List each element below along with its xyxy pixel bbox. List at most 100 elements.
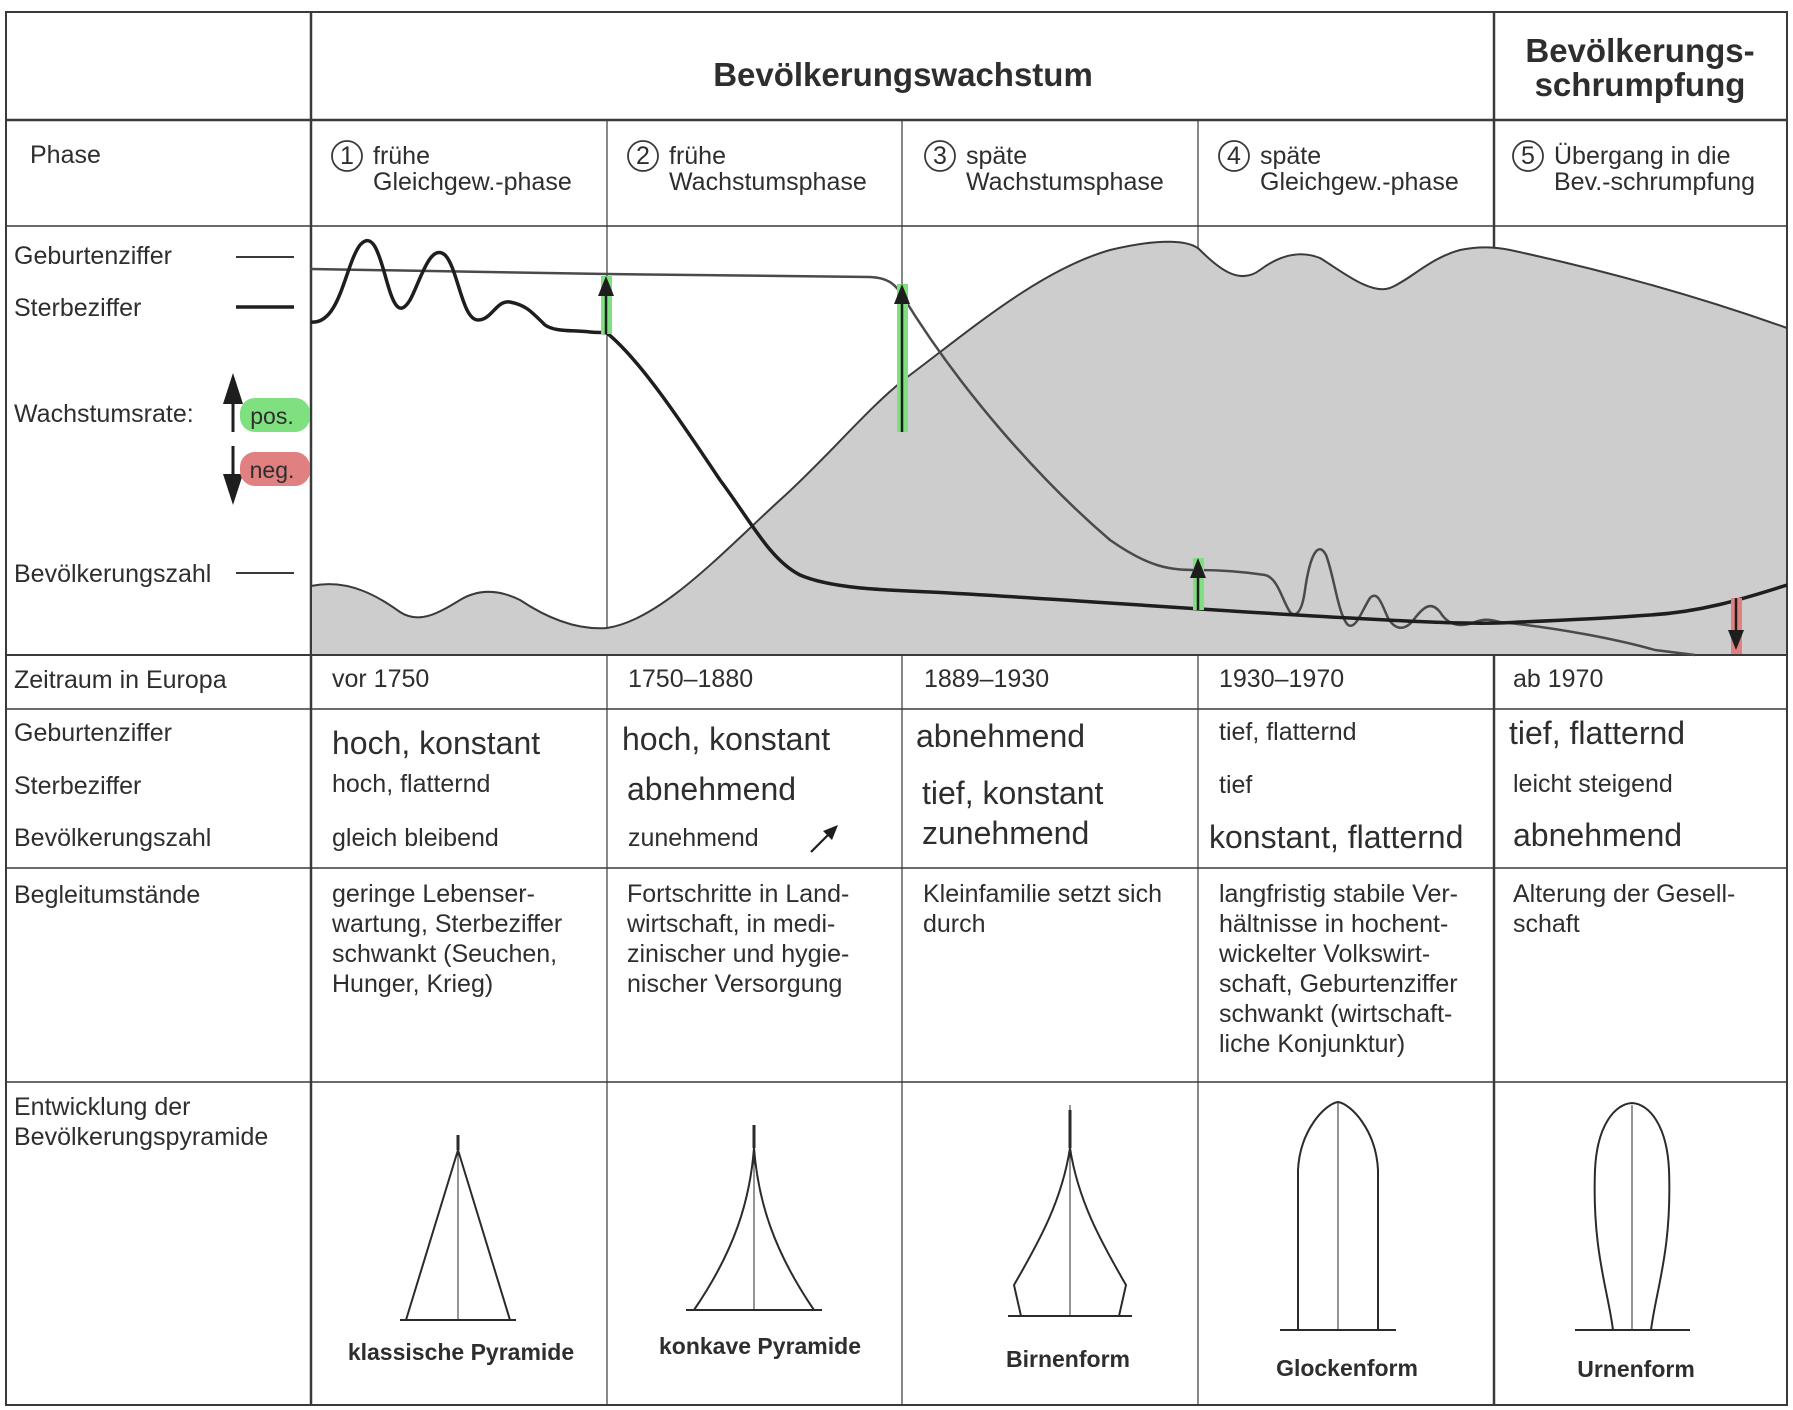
phase-5: 5 Übergang in die Bev.-schrumpfung [1512,140,1755,196]
bevoelkerung-cell: gleich bleibend [332,824,499,852]
begleit-line: schwankt (Seuchen, [332,940,557,968]
phase-label: Phase [30,141,101,169]
phase-1: 1 frühe Gleichgew.-phase [331,140,572,196]
sterbe-cell: tief [1219,771,1252,799]
shrink-header-line1: Bevölkerungs- [1525,32,1754,69]
legend-rate-label: Wachstumsrate: [14,400,194,428]
begleit-line: liche Konjunktur) [1219,1030,1405,1058]
begleit-cell: geringe Lebenser- wartung, Sterbeziffer … [331,880,562,998]
phase-name-line2: Gleichgew.-phase [1260,168,1459,196]
arrow-up-icon [598,276,614,296]
phase-number: 1 [340,142,354,170]
geburten-cell: tief, flatternd [1509,715,1685,751]
phase-name-line1: späte [1260,142,1321,170]
begleit-line: durch [923,910,986,938]
bevoelkerung-cell: zunehmend [922,815,1089,851]
phase-number: 3 [933,142,947,170]
begleit-line: schaft, Geburtenziffer [1219,970,1458,998]
sterbe-cell: abnehmend [627,771,796,807]
pyramid-bell [1280,1100,1396,1331]
legend-population-label: Bevölkerungszahl [14,560,211,588]
phase-name-line2: Gleichgew.-phase [373,168,572,196]
zeitraum-cell: vor 1750 [332,665,429,693]
begleit-line: wartung, Sterbeziffer [331,910,562,938]
row-label-sterbe: Sterbeziffer [14,772,141,800]
phase-3: 3 späte Wachstumsphase [924,140,1164,196]
pyramid-name: Birnenform [1006,1346,1130,1372]
begleit-line: hältnisse in hochent- [1219,910,1448,938]
row-label-begleit: Begleitumstände [14,881,200,909]
phase-number: 4 [1227,142,1241,170]
begleit-cell: Alterung der Gesell- schaft [1513,880,1735,938]
geburten-cell: hoch, konstant [332,725,540,761]
row-label-bevoelkerung: Bevölkerungszahl [14,824,211,852]
arrow-up-icon [223,373,243,432]
row-label-geburten: Geburtenziffer [14,719,172,747]
legend-neg-label: neg. [250,457,295,483]
phase-name-line1: frühe [669,142,726,170]
row-label-pyramide-line2: Bevölkerungspyramide [14,1123,268,1151]
shrink-header-line2: schrumpfung [1535,66,1746,103]
phase-number-circle [1218,140,1250,172]
table-grid [5,11,1788,1406]
phase-4: 4 späte Gleichgew.-phase [1218,140,1459,196]
arrow-up-icon [894,284,910,304]
phase-number-circle [924,140,956,172]
zeitraum-cell: 1750–1880 [628,665,753,693]
pyramid-name: Urnenform [1577,1356,1695,1382]
death-rate-line [310,238,1788,625]
pyramid-urn [1575,1101,1690,1331]
growth-header: Bevölkerungswachstum [713,56,1093,93]
phase-number: 5 [1521,142,1535,170]
pyramid-classic [400,1135,516,1321]
pyramid-name: Glockenform [1276,1355,1418,1381]
begleit-line: nischer Versorgung [627,970,842,998]
arrow-up-icon [1190,558,1206,578]
pyramid-name: klassische Pyramide [348,1339,574,1365]
sterbe-cell: leicht steigend [1513,770,1673,798]
phase-number-circle [1512,140,1544,172]
phase-name-line2: Bev.-schrumpfung [1554,168,1755,196]
geburten-cell: abnehmend [916,718,1085,754]
bevoelkerung-cell: konstant, flatternd [1209,819,1463,855]
growth-rate-markers [598,276,1744,654]
arrow-up-right-icon [810,825,838,853]
phase-number-circle [331,140,363,172]
legend-pos-pill [240,398,310,432]
phase-number: 2 [636,142,650,170]
row-label-zeitraum: Zeitraum in Europa [14,666,227,694]
pyramid-name: konkave Pyramide [659,1333,861,1359]
sterbe-cell: hoch, flatternd [332,770,490,798]
begleit-cell: Fortschritte in Land- wirtschaft, in med… [626,880,849,998]
geburten-cell: tief, flatternd [1219,718,1357,746]
begleit-line: schwankt (wirtschaft- [1219,1000,1452,1028]
pyramid-pear [1008,1105,1132,1317]
phase-2: 2 frühe Wachstumsphase [627,140,867,196]
begleit-line: wickelter Volkswirt- [1218,940,1430,968]
zeitraum-cell: ab 1970 [1513,665,1603,693]
transition-chart [310,238,1788,657]
legend-neg-pill [240,452,310,486]
phase-name-line1: späte [966,142,1027,170]
arrow-down-icon [1728,630,1744,650]
row-label-pyramide-line1: Entwicklung der [14,1093,190,1121]
zeitraum-cell: 1930–1970 [1219,665,1344,693]
begleit-line: geringe Lebenser- [332,880,535,908]
pyramid-concave [686,1125,822,1311]
arrow-down-icon [223,446,243,505]
legend-death-label: Sterbeziffer [14,294,141,322]
begleit-line: wirtschaft, in medi- [626,910,835,938]
phase-number-circle [627,140,659,172]
begleit-line: schaft [1513,910,1580,938]
geburten-cell: hoch, konstant [622,721,830,757]
phase-name-line2: Wachstumsphase [966,168,1164,196]
begleit-line: Hunger, Krieg) [332,970,493,998]
population-area [310,240,1788,656]
legend: Geburtenziffer Sterbeziffer Wachstumsrat… [14,242,310,588]
begleit-line: zinischer und hygie- [627,940,849,968]
begleit-cell: langfristig stabile Ver- hältnisse in ho… [1218,880,1458,1058]
legend-pos-label: pos. [250,403,293,429]
sterbe-cell: tief, konstant [922,775,1104,811]
begleit-line: Fortschritte in Land- [627,880,849,908]
